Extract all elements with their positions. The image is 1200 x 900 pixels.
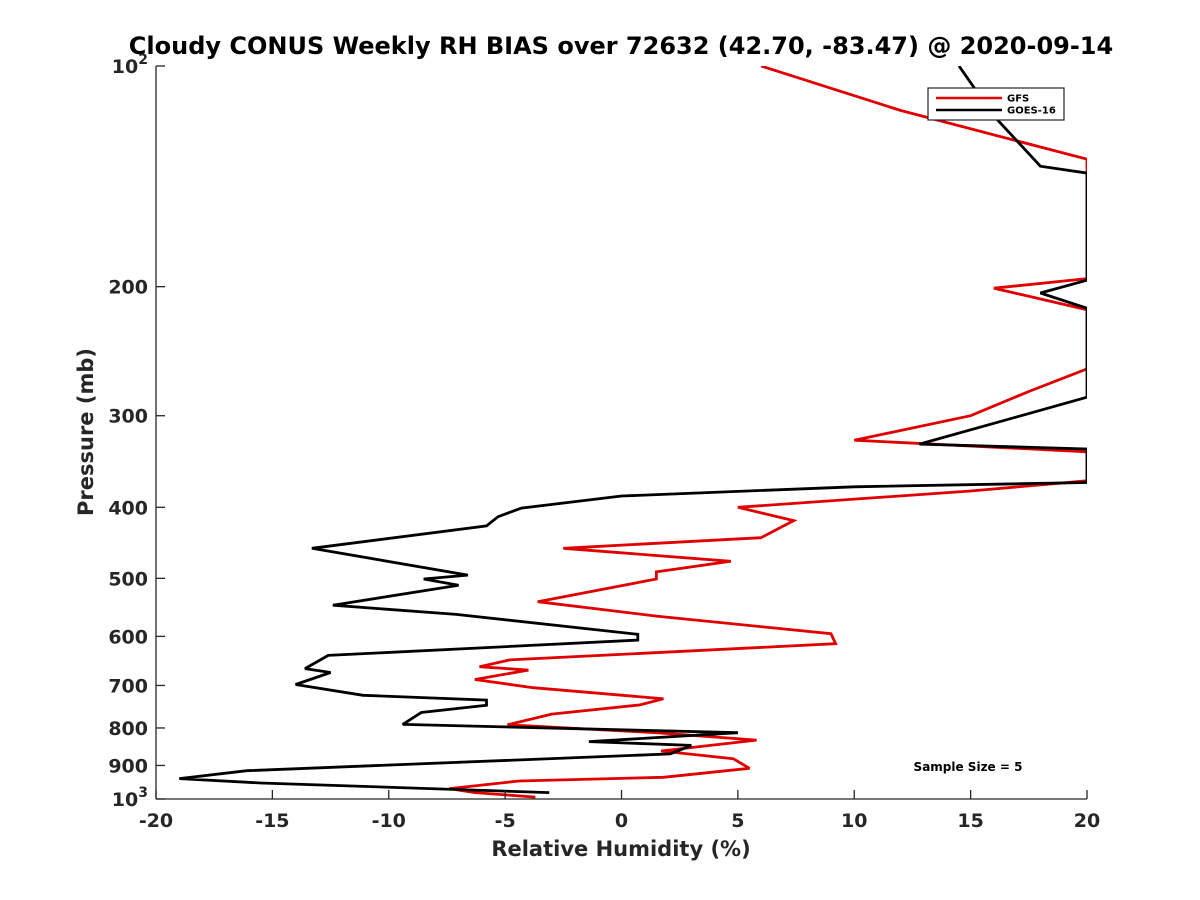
x-axis-ticks: -20 -15 -10 -5 0 5 10 15 20: [139, 790, 1100, 832]
legend-label-goes16: GOES-16: [1007, 106, 1056, 117]
chart-title: Cloudy CONUS Weekly RH BIAS over 72632 (…: [129, 32, 1113, 60]
y-tick-label: 400: [108, 497, 148, 519]
y-axis-label: Pressure (mb): [74, 348, 98, 516]
x-tick-label: 20: [1074, 810, 1100, 832]
x-tick-label: 5: [731, 810, 744, 832]
series-layer: [179, 66, 1087, 799]
x-tick-label: -5: [495, 810, 516, 832]
y-tick-label: 900: [108, 755, 148, 777]
y-tick-label: 102: [112, 52, 148, 78]
y-tick-label: 200: [108, 277, 148, 299]
y-axis-ticks: 102 200 300 400 500 600 700 800 900 103: [108, 52, 165, 811]
x-tick-label: 0: [615, 810, 628, 832]
y-tick-label: 800: [108, 718, 148, 740]
series-line-goes16: [179, 66, 1087, 794]
y-tick-label: 700: [108, 675, 148, 697]
x-tick-label: 15: [957, 810, 983, 832]
x-axis-label: Relative Humidity (%): [491, 837, 750, 861]
x-tick-label: -20: [139, 810, 173, 832]
legend: GFS GOES-16: [927, 87, 1065, 121]
legend-label-gfs: GFS: [1007, 94, 1029, 105]
sample-size-annotation: Sample Size = 5: [914, 760, 1023, 774]
x-tick-label: -10: [372, 810, 406, 832]
legend-box: [927, 87, 1065, 121]
series-line-gfs: [449, 66, 1087, 799]
y-tick-label: 300: [108, 406, 148, 428]
x-tick-label: 10: [841, 810, 867, 832]
y-tick-label: 600: [108, 626, 148, 648]
x-tick-label: -15: [255, 810, 289, 832]
y-tick-label: 103: [112, 785, 148, 811]
y-tick-label: 500: [108, 568, 148, 590]
